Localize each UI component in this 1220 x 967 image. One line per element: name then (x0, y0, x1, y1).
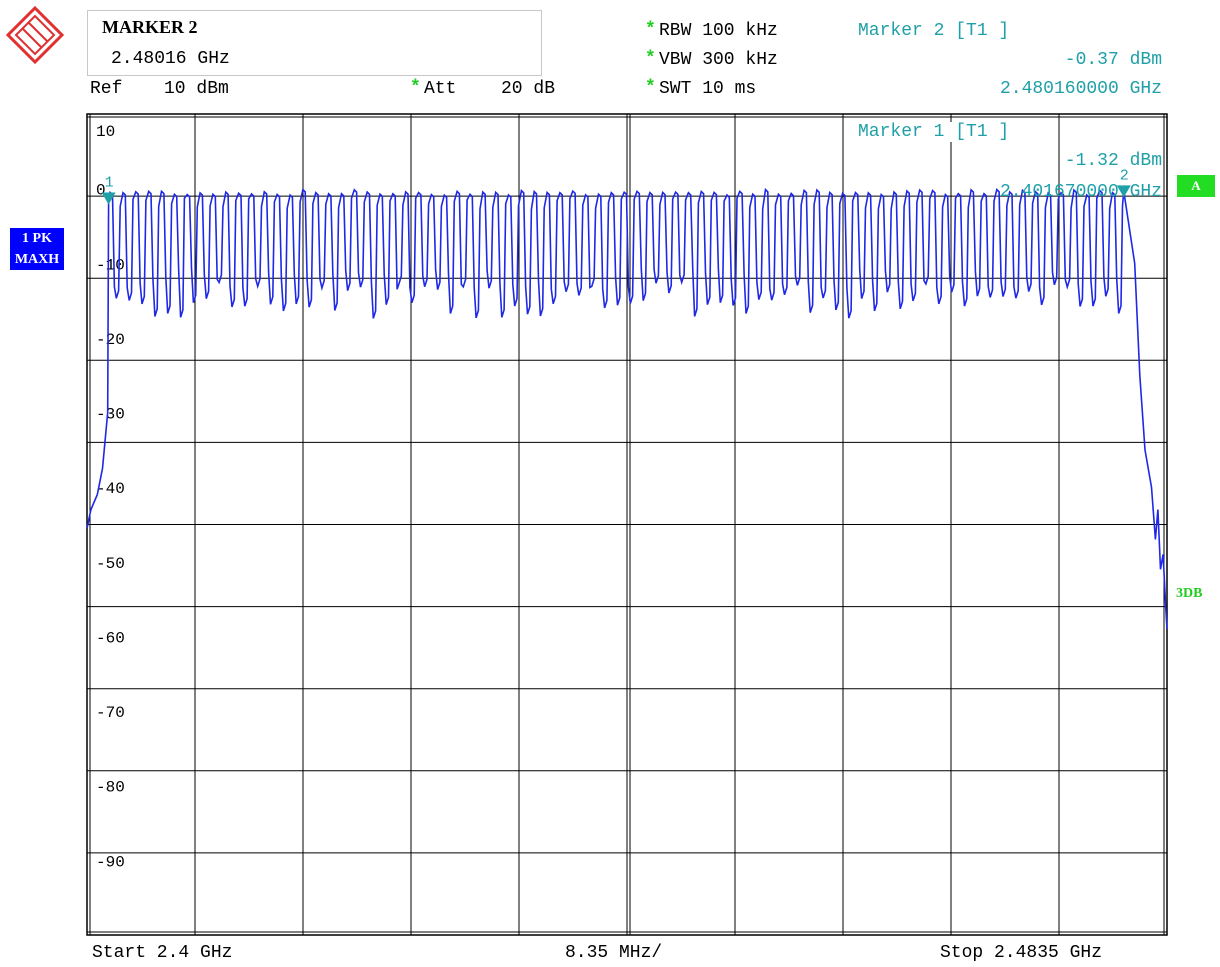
rbw-setting: RBW 100 kHz (659, 21, 778, 41)
y-tick-label: 0 (96, 182, 106, 200)
swt-star: * (645, 78, 656, 98)
y-tick-labels: 10 0 -10 -20 -30 -40 -50 -60 -70 -80 -90 (96, 123, 125, 871)
trace-detector-badge: 1 PK (10, 228, 64, 249)
attenuation-value: 20 dB (501, 79, 556, 99)
swt-setting: SWT 10 ms (659, 79, 757, 99)
display-a-badge: A (1177, 175, 1215, 197)
marker2-readout-frequency: 2.480160000 GHz (999, 79, 1162, 99)
trace-layer (86, 187, 1168, 630)
marker-triangle[interactable] (101, 192, 116, 205)
marker2-readout-level: -0.37 dBm (1064, 50, 1162, 70)
marker1-readout-level: -1.32 dBm (1064, 151, 1162, 171)
rbw-star: * (645, 20, 656, 40)
marker1-readout-title: Marker 1 [T1 ] (858, 122, 1010, 142)
y-tick-label: -90 (96, 853, 125, 871)
y-tick-label: -30 (96, 406, 125, 424)
marker-number-label: 1 (105, 174, 114, 191)
y-tick-label: 10 (96, 123, 115, 141)
marker-number-label: 2 (1120, 167, 1129, 184)
marker-triangle[interactable] (1116, 185, 1131, 198)
ref-label: Ref (90, 79, 123, 99)
ref-level-value: 10 dBm (164, 79, 229, 99)
vbw-setting: VBW 300 kHz (659, 50, 778, 70)
y-tick-label: -70 (96, 704, 125, 722)
y-tick-label: -50 (96, 555, 125, 573)
att-coupled-star: * (410, 78, 421, 98)
marker2-readout-title: Marker 2 [T1 ] (858, 21, 1010, 41)
y-tick-label: -20 (96, 331, 125, 349)
marker-info-box: MARKER 2 2.48016 GHz (87, 10, 542, 76)
span-per-division: 8.35 MHz/ (565, 943, 663, 963)
rohde-schwarz-logo-icon (6, 6, 64, 64)
marker-box-frequency: 2.48016 GHz (111, 49, 230, 69)
y-tick-label: -60 (96, 629, 125, 647)
y-tick-label: -10 (96, 256, 125, 274)
trace-mode-badge: MAXH (10, 249, 64, 270)
att-label: Att (424, 79, 457, 99)
marker-box-title: MARKER 2 (102, 17, 198, 37)
start-frequency: Start 2.4 GHz (92, 943, 233, 963)
marker1-readout-frequency: 2.401670000 GHz (999, 182, 1162, 202)
y-tick-label: -40 (96, 480, 125, 498)
vbw-star: * (645, 49, 656, 69)
limit-3db-label: 3DB (1176, 586, 1203, 601)
y-tick-label: -80 (96, 779, 125, 797)
stop-frequency: Stop 2.4835 GHz (940, 943, 1103, 963)
spectrum-trace-line (86, 187, 1168, 630)
